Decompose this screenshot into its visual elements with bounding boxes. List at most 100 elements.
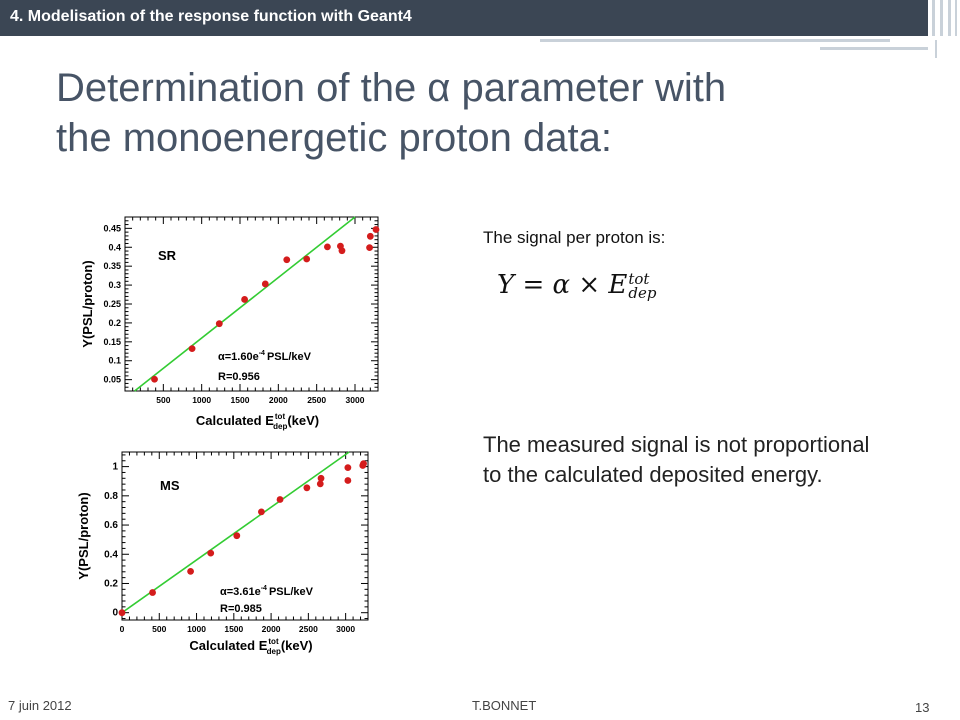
data-point <box>188 345 196 353</box>
x-tick-label: 3000 <box>336 624 355 634</box>
alpha-exponent: -4 <box>261 585 267 592</box>
sr-chart: 500 1000 1500 2000 2500 3000 0.05 0.1 0.15 0.2 0.2… <box>70 205 390 440</box>
data-point <box>344 464 352 472</box>
data-point <box>118 609 126 617</box>
x-axis-label-sup: tot <box>268 637 279 646</box>
formula-times: × <box>578 270 601 300</box>
title-line-2: the monoenergetic proton data: <box>56 116 612 160</box>
data-point <box>303 484 311 492</box>
alpha-unit: PSL/keV <box>267 351 312 363</box>
decor-bar <box>955 0 957 36</box>
data-point <box>233 532 241 540</box>
data-point <box>207 549 215 557</box>
data-point <box>258 508 265 516</box>
slide-title: Determination of the α parameter with th… <box>56 63 916 163</box>
data-point <box>344 477 352 484</box>
formula-y: Y <box>497 270 515 300</box>
section-title: 4. Modelisation of the response function… <box>10 8 412 25</box>
data-point <box>241 296 249 303</box>
page-number: 13 <box>915 700 930 715</box>
fit-line <box>121 451 350 614</box>
decor-bar <box>948 0 951 36</box>
alpha-exponent: -4 <box>259 350 265 357</box>
data-point <box>317 474 325 482</box>
data-point <box>338 247 346 255</box>
sr-chart-svg: 500 1000 1500 2000 2500 3000 0.05 0.1 0.15 0.2 0.2… <box>80 216 380 431</box>
formula-e: E <box>608 270 628 300</box>
alpha-unit: PSL/keV <box>269 586 314 598</box>
y-axis-label: Y(PSL/proton) <box>80 260 95 347</box>
alpha-value: α=3.61e <box>220 586 261 598</box>
x-tick-label: 1500 <box>231 395 250 405</box>
y-tick-label: 0.2 <box>104 578 118 589</box>
data-point <box>360 460 367 468</box>
data-point <box>261 280 269 288</box>
data-point <box>303 255 311 263</box>
y-tick-label: 0.4 <box>104 549 118 560</box>
y-tick-label: 0.4 <box>108 242 121 252</box>
plot-frame <box>121 451 369 621</box>
x-axis-label-unit: (keV) <box>281 638 313 653</box>
formula-alpha: α <box>552 270 571 300</box>
footer-date: 7 juin 2012 <box>8 698 72 713</box>
x-tick-label: 1000 <box>192 395 211 405</box>
panel-label: MS <box>160 478 180 493</box>
alpha-value: α=1.60e <box>218 351 259 363</box>
ms-chart-svg: 0 500 1000 1500 2000 2500 3000 0 0.2 0.4 0.6 0.8 1 MS… <box>76 451 369 656</box>
formula-sup: tot <box>628 270 650 288</box>
y-tick-label: 0.15 <box>103 337 121 347</box>
r-annotation: R=0.985 <box>220 603 262 615</box>
title-line-1: Determination of the α parameter with <box>56 66 727 110</box>
decor-bar <box>932 0 935 36</box>
panel-label: SR <box>158 248 177 263</box>
x-axis-label: Calculated Etot dep(keV) <box>196 412 319 431</box>
x-axis-label-main: Calculated E <box>189 638 267 653</box>
data-point <box>324 243 331 251</box>
y-axis-label: Y(PSL/proton) <box>76 492 91 579</box>
y-tick-label: 0.3 <box>108 280 121 290</box>
formula-sub: dep <box>628 284 657 302</box>
x-axis-label-main: Calculated E <box>196 413 274 428</box>
y-tick-label: 0.1 <box>108 356 121 366</box>
x-tick-label: 1500 <box>224 624 243 634</box>
formula-equals: = <box>522 270 545 300</box>
alpha-annotation: α=1.60e-4 PSL/keV <box>218 350 312 363</box>
x-tick-label: 3000 <box>346 395 365 405</box>
x-tick-label: 1000 <box>187 624 206 634</box>
y-tick-label: 0 <box>112 608 118 619</box>
data-point <box>366 244 373 252</box>
data-point <box>283 256 291 264</box>
r-annotation: R=0.956 <box>218 371 260 383</box>
y-tick-label: 0.2 <box>108 318 121 328</box>
fit-line <box>134 216 356 392</box>
x-axis-label-unit: (keV) <box>287 413 319 428</box>
data-point <box>149 589 156 596</box>
y-tick-label: 0.35 <box>103 261 121 271</box>
y-tick-label: 0.25 <box>103 299 121 309</box>
x-axis-label-sup: tot <box>275 412 286 421</box>
data-point <box>276 496 284 503</box>
y-tick-label: 0.8 <box>104 491 118 502</box>
footer-author: T.BONNET <box>472 698 537 713</box>
y-tick-label: 0.05 <box>103 375 121 385</box>
x-tick-label: 2000 <box>269 395 288 405</box>
x-axis-label-sub: dep <box>267 647 281 656</box>
x-tick-label: 500 <box>152 624 166 634</box>
data-point <box>187 567 194 575</box>
decor-line <box>540 39 890 42</box>
y-tick-label: 1 <box>112 462 118 473</box>
x-tick-label: 0 <box>120 624 125 634</box>
data-point <box>366 232 374 240</box>
decor-line <box>935 40 937 58</box>
data-point <box>372 226 380 233</box>
measured-signal-text: The measured signal is not proportional … <box>483 432 870 487</box>
x-axis-label: Calculated Etot dep(keV) <box>189 637 312 656</box>
decor-line <box>820 47 928 50</box>
formula-indices: tot dep <box>628 270 657 302</box>
header-bar: 4. Modelisation of the response function… <box>0 0 928 36</box>
data-point <box>151 375 158 383</box>
decor-bar <box>940 0 943 36</box>
signal-intro-text: The signal per proton is: <box>483 228 666 247</box>
x-axis-label-sub: dep <box>273 422 287 431</box>
